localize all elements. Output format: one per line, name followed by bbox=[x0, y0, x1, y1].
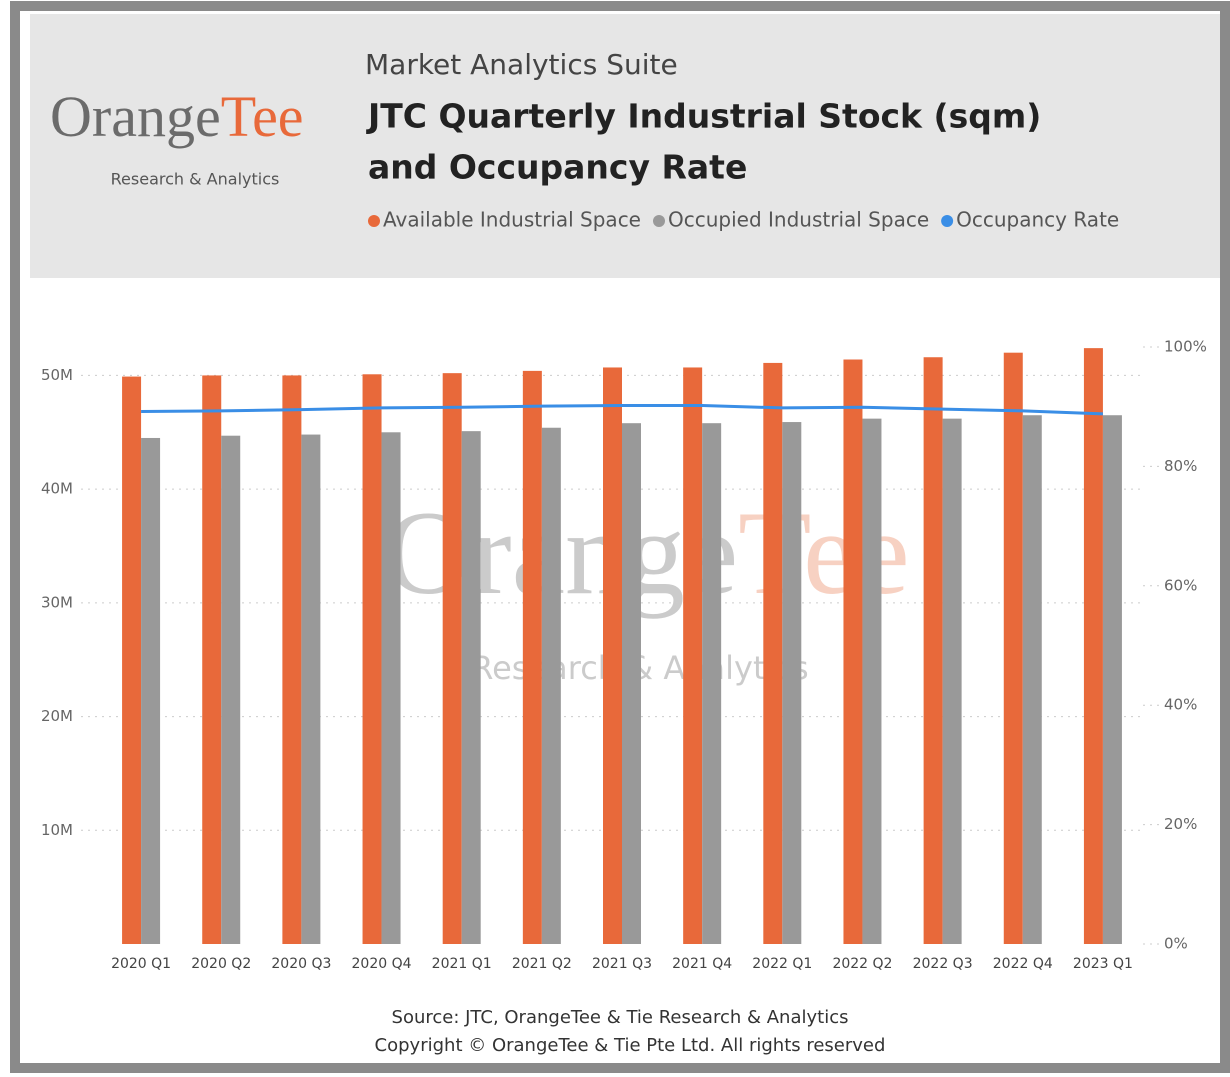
x-tick-label: 2020 Q4 bbox=[352, 956, 412, 972]
bar bbox=[1022, 415, 1042, 944]
bar bbox=[381, 432, 401, 944]
bar bbox=[141, 437, 161, 944]
legend-swatch bbox=[653, 215, 665, 227]
y-tick-label: 20M bbox=[41, 707, 73, 725]
y-tick-label: 40M bbox=[41, 480, 73, 498]
bar bbox=[862, 418, 882, 944]
x-tick-label: 2022 Q2 bbox=[832, 956, 892, 972]
x-tick-label: 2021 Q4 bbox=[672, 956, 732, 972]
suite: Market Analytics Suite bbox=[365, 48, 678, 81]
bar bbox=[763, 362, 783, 944]
x-tick-label: 2020 Q2 bbox=[191, 956, 251, 972]
bar bbox=[1102, 415, 1122, 944]
legend-label: Available Industrial Space bbox=[383, 208, 641, 232]
copyright: Copyright © OrangeTee & Tie Pte Ltd. All… bbox=[375, 1035, 886, 1056]
x-tick-label: 2022 Q1 bbox=[752, 956, 812, 972]
y2-tick-label: 100% bbox=[1164, 338, 1207, 356]
x-tick-label: 2022 Q4 bbox=[993, 956, 1053, 972]
bar bbox=[1083, 348, 1103, 944]
bar bbox=[362, 374, 382, 944]
bar bbox=[603, 367, 622, 944]
bar bbox=[301, 434, 321, 944]
logo: OrangeTee bbox=[50, 84, 304, 149]
bar bbox=[522, 370, 542, 944]
y-tick-label: 30M bbox=[41, 593, 73, 611]
header bbox=[30, 14, 1220, 278]
bar bbox=[622, 423, 641, 944]
bar bbox=[702, 423, 722, 944]
bar bbox=[1003, 352, 1023, 945]
logo-part: Orange bbox=[50, 84, 221, 149]
bar bbox=[221, 435, 241, 944]
logo-part: Tee bbox=[221, 84, 304, 149]
bar bbox=[683, 367, 703, 944]
bar bbox=[282, 375, 302, 944]
bar bbox=[461, 431, 481, 944]
x-tick-label: 2022 Q3 bbox=[913, 956, 973, 972]
x-tick-label: 2020 Q1 bbox=[111, 956, 171, 972]
line bbox=[141, 404, 1103, 416]
y-tick-label: 50M bbox=[41, 366, 73, 384]
y2-tick-label: 0% bbox=[1164, 935, 1188, 953]
bar bbox=[942, 418, 962, 944]
x-tick-label: 2023 Q1 bbox=[1073, 956, 1133, 972]
source: Source: JTC, OrangeTee & Tie Research & … bbox=[392, 1007, 849, 1028]
legend-swatch bbox=[368, 215, 380, 227]
y2-tick-label: 20% bbox=[1164, 815, 1197, 833]
bar bbox=[442, 373, 462, 944]
bar bbox=[202, 375, 222, 944]
x-tick-label: 2021 Q2 bbox=[512, 956, 572, 972]
legend-swatch bbox=[941, 215, 954, 227]
legend-label: Occupancy Rate bbox=[956, 208, 1119, 232]
x-tick-label: 2021 Q3 bbox=[592, 956, 652, 972]
x-tick-label: 2020 Q3 bbox=[271, 956, 331, 972]
legend-label: Occupied Industrial Space bbox=[668, 208, 929, 232]
y2-tick-label: 40% bbox=[1164, 696, 1197, 714]
bar bbox=[541, 427, 561, 944]
logo-tagline: Research & Analytics bbox=[111, 170, 280, 189]
bar bbox=[923, 357, 943, 945]
bar bbox=[843, 359, 863, 945]
bar bbox=[782, 422, 802, 945]
chart-title: JTC Quarterly Industrial Stock (sqm) bbox=[366, 97, 1041, 136]
y2-tick-label: 60% bbox=[1164, 576, 1197, 594]
y2-tick-label: 80% bbox=[1164, 457, 1197, 475]
chart-title: and Occupancy Rate bbox=[368, 148, 747, 187]
y-tick-label: 10M bbox=[41, 821, 73, 839]
x-tick-label: 2021 Q1 bbox=[432, 956, 492, 972]
bar bbox=[122, 376, 142, 945]
